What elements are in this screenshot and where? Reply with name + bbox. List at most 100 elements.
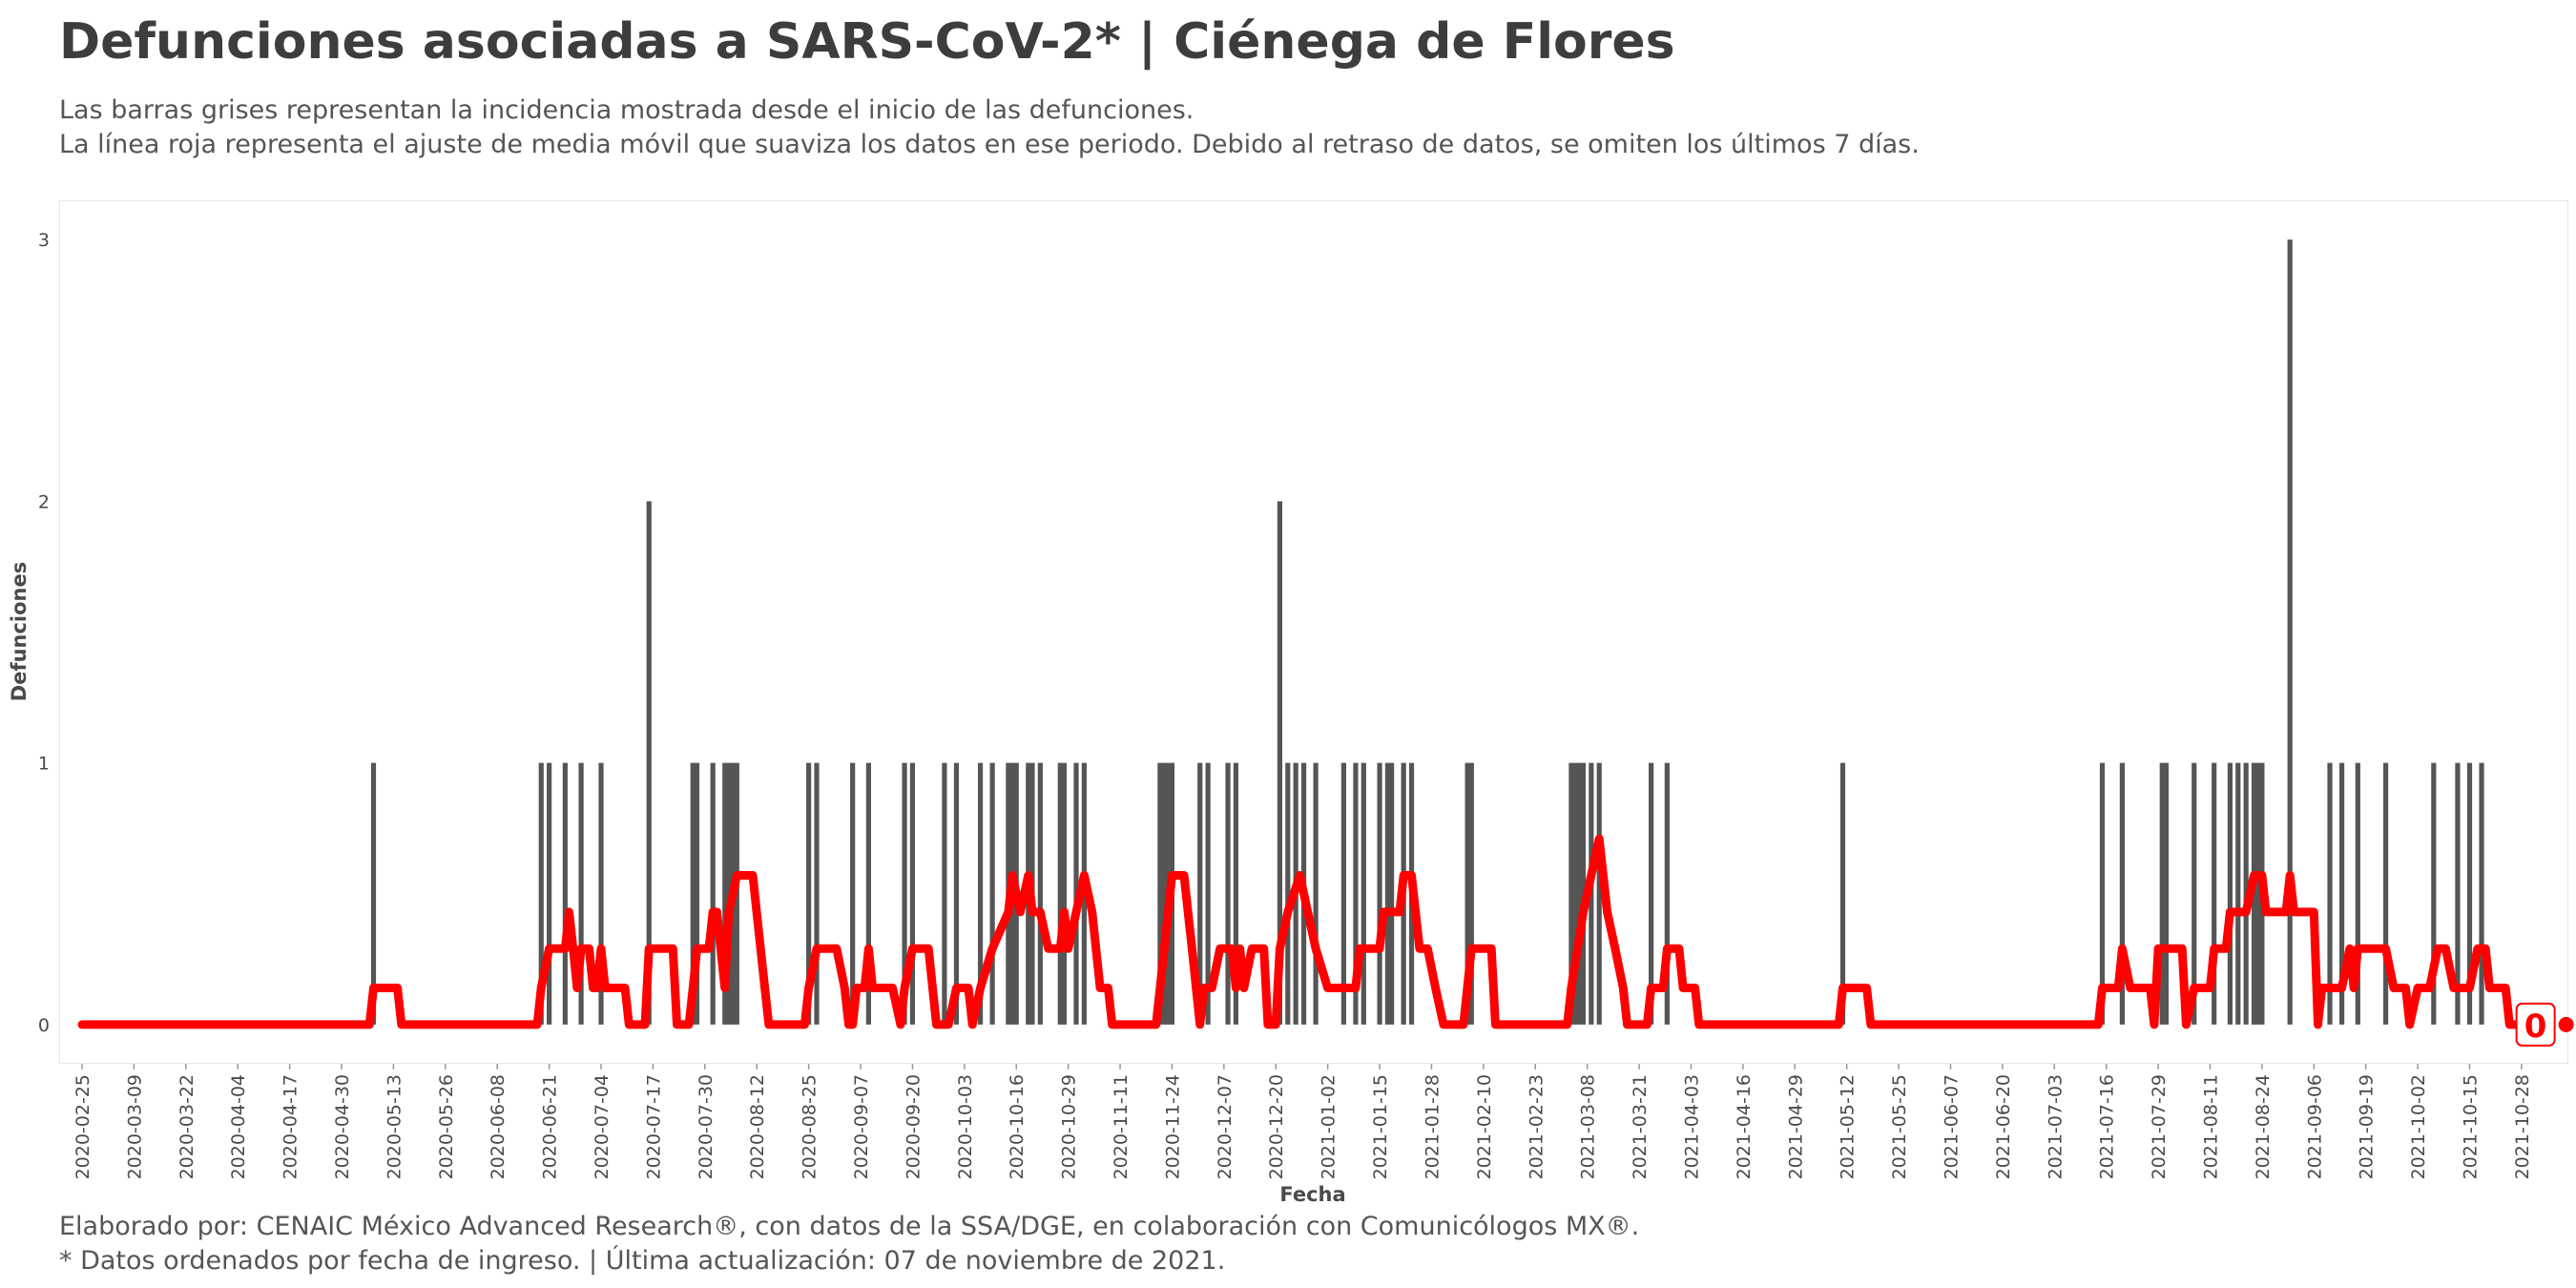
bar — [2338, 762, 2345, 1025]
chart-subtitle: Las barras grises representan la inciden… — [59, 93, 1920, 162]
bar — [578, 762, 584, 1025]
x-tick-label: 2021-01-15 — [1370, 1074, 1391, 1179]
x-tick-label: 2020-11-11 — [1111, 1074, 1132, 1179]
bar — [2119, 762, 2126, 1025]
x-tick-label: 2021-02-23 — [1526, 1074, 1547, 1179]
x-tick-label: 2021-10-02 — [2408, 1074, 2429, 1179]
x-tick-label: 2021-06-07 — [1941, 1074, 1962, 1179]
bar — [806, 762, 812, 1025]
bar — [1572, 762, 1578, 1025]
bar — [1596, 762, 1602, 1025]
x-tick-label: 2020-03-22 — [177, 1074, 197, 1179]
x-axis-ticks: 2020-02-25 2020-03-09 2020-03-22 2020-04-04… — [73, 1064, 2533, 1179]
x-tick-label: 2021-08-11 — [2200, 1074, 2221, 1179]
bar — [646, 501, 652, 1025]
x-tick-label: 2021-04-29 — [1785, 1074, 1806, 1179]
bar — [694, 762, 700, 1025]
bar — [1157, 762, 1163, 1025]
bar — [1353, 762, 1359, 1025]
bar — [902, 762, 907, 1025]
bar — [1384, 762, 1391, 1025]
y-axis-title: Defunciones — [8, 562, 31, 701]
bar — [2255, 762, 2261, 1025]
end-point — [2558, 1016, 2574, 1032]
bar — [1233, 762, 1238, 1025]
x-tick-label: 2021-07-03 — [2045, 1074, 2066, 1179]
bar — [1649, 762, 1654, 1025]
x-tick-label: 2021-10-28 — [2512, 1074, 2533, 1179]
bar-series — [370, 239, 2484, 1025]
x-tick-label: 2020-06-21 — [540, 1074, 561, 1179]
footer-credit: Elaborado por: CENAIC México Advanced Re… — [59, 1212, 1640, 1241]
x-tick-label: 2021-04-03 — [1681, 1074, 1702, 1179]
x-tick-label: 2020-11-24 — [1162, 1074, 1183, 1179]
bar — [1037, 762, 1043, 1025]
x-tick-label: 2020-07-30 — [696, 1074, 717, 1179]
end-label: 0 — [2524, 1008, 2547, 1046]
x-tick-label: 2020-09-20 — [903, 1074, 924, 1179]
x-tick-label: 2021-01-28 — [1422, 1074, 1443, 1179]
x-tick-label: 2021-07-16 — [2097, 1074, 2118, 1179]
bar — [2383, 762, 2389, 1025]
x-tick-label: 2020-04-30 — [332, 1074, 353, 1179]
x-tick-label: 2021-10-15 — [2460, 1074, 2481, 1179]
bar — [1313, 762, 1319, 1025]
bar — [1664, 762, 1670, 1025]
bar — [547, 762, 552, 1025]
bar — [2192, 762, 2197, 1025]
x-tick-label: 2020-07-04 — [592, 1074, 613, 1179]
x-tick-label: 2021-09-19 — [2357, 1074, 2378, 1179]
end-annotation: 0 — [2515, 1002, 2574, 1047]
bar — [977, 762, 984, 1025]
bar — [2163, 762, 2170, 1025]
bar — [370, 762, 377, 1025]
x-tick-label: 2021-07-29 — [2149, 1074, 2170, 1179]
x-tick-label: 2020-12-20 — [1266, 1074, 1287, 1179]
bar — [2455, 762, 2461, 1025]
x-tick-label: 2020-12-07 — [1215, 1074, 1236, 1179]
bar — [2099, 762, 2106, 1025]
y-tick-label: 1 — [38, 754, 50, 775]
x-tick-label: 2021-03-21 — [1630, 1074, 1651, 1179]
y-tick-label: 3 — [38, 230, 50, 251]
x-tick-label: 2021-03-08 — [1578, 1074, 1599, 1179]
x-tick-label: 2021-01-02 — [1319, 1074, 1340, 1179]
bar — [2287, 239, 2293, 1025]
bar — [1225, 762, 1231, 1025]
x-tick-label: 2020-08-12 — [747, 1074, 768, 1179]
bar — [1277, 501, 1283, 1025]
bar — [722, 762, 728, 1025]
x-tick-label: 2020-10-29 — [1059, 1074, 1080, 1179]
bar — [909, 762, 916, 1025]
bar — [2159, 762, 2165, 1025]
bar — [562, 762, 568, 1025]
y-tick-label: 2 — [38, 491, 50, 512]
moving-average-line — [77, 834, 2543, 1029]
x-tick-label: 2020-02-25 — [73, 1074, 93, 1179]
x-tick-label: 2020-05-13 — [384, 1074, 405, 1179]
x-tick-label: 2020-08-25 — [800, 1074, 821, 1179]
bar — [1161, 762, 1167, 1025]
bar — [598, 762, 604, 1025]
y-axis-ticks: 0 1 2 3 — [38, 230, 50, 1036]
bar — [1285, 762, 1291, 1025]
x-tick-label: 2020-03-09 — [124, 1074, 145, 1179]
x-tick-label: 2020-09-07 — [851, 1074, 872, 1179]
subtitle-line-2: La línea roja representa el ajuste de me… — [59, 130, 1920, 159]
x-tick-label: 2021-09-06 — [2304, 1074, 2325, 1179]
bar — [2431, 762, 2437, 1025]
bar — [953, 762, 960, 1025]
subtitle-line-1: Las barras grises representan la inciden… — [59, 95, 1195, 125]
x-tick-label: 2020-04-17 — [280, 1074, 301, 1179]
x-tick-label: 2021-02-10 — [1474, 1074, 1495, 1179]
bar — [1839, 762, 1846, 1025]
bar — [1465, 762, 1470, 1025]
bar — [1468, 762, 1474, 1025]
footer-note: * Datos ordenados por fecha de ingreso. … — [59, 1246, 1226, 1276]
footer: Elaborado por: CENAIC México Advanced Re… — [59, 1210, 1639, 1278]
x-tick-label: 2020-06-08 — [488, 1074, 509, 1179]
moving-average-series — [77, 834, 2543, 1029]
plot-area-frame — [59, 200, 2568, 1064]
bar — [865, 762, 871, 1025]
